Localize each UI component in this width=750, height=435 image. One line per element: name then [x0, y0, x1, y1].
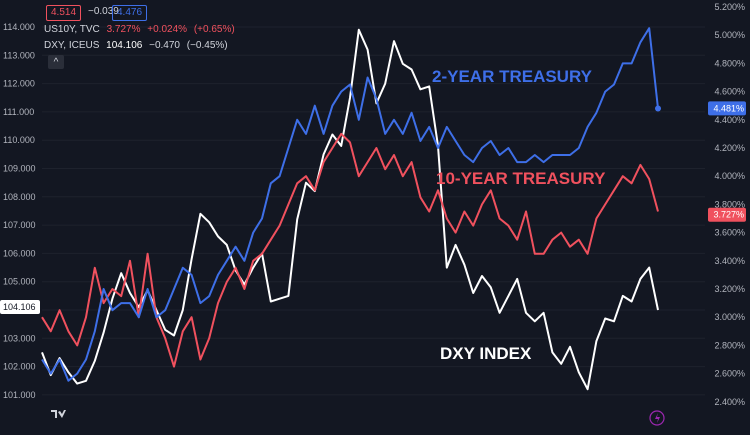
- dxy-value: 104.106: [106, 40, 143, 51]
- grid: [42, 26, 705, 396]
- left-tick-label: 103.000: [3, 333, 36, 343]
- right-tick-label: 5.000%: [714, 30, 745, 40]
- legend-dxy[interactable]: DXY, ICEUS 104.106 −0.470 (−0.45%): [44, 40, 232, 51]
- right-tick-label: 4.400%: [714, 115, 745, 125]
- price-marker-label: 104.106: [3, 302, 36, 312]
- left-tick-label: 107.000: [3, 220, 36, 230]
- us10y-change: +0.024%: [147, 24, 188, 35]
- right-tick-label: 3.800%: [714, 199, 745, 209]
- legend-change: −0.039: [88, 6, 119, 17]
- left-tick-label: 109.000: [3, 164, 36, 174]
- legend-price-box-red[interactable]: 4.514: [46, 5, 82, 21]
- right-tick-label: 2.800%: [714, 340, 745, 350]
- series-end-dot-us02y: [655, 105, 661, 112]
- left-price-axis[interactable]: 114.000 113.000 112.000 111.000 110.000 109.0…: [3, 22, 36, 400]
- left-tick-label: 102.000: [3, 362, 36, 372]
- dxy-symbol: DXY, ICEUS: [44, 40, 100, 51]
- right-price-axis[interactable]: 5.200% 5.000% 4.800% 4.600% 4.400% 4.200% 4.00…: [714, 2, 745, 407]
- left-tick-label: 110.000: [3, 135, 35, 145]
- legend-us10y[interactable]: US10Y, TVC 3.727% +0.024% (+0.65%): [44, 24, 239, 35]
- price-marker-dxy: 104.106: [0, 300, 40, 315]
- lightning-icon[interactable]: [649, 410, 665, 426]
- legend-price-box-blue[interactable]: 4.476: [112, 5, 148, 21]
- left-tick-label: 111.000: [3, 107, 34, 117]
- right-tick-label: 4.800%: [714, 58, 745, 68]
- us10y-value: 3.727%: [106, 24, 141, 35]
- left-tick-label: 108.000: [3, 192, 36, 202]
- price-marker-label: 3.727%: [713, 210, 744, 220]
- annotation-label: 2-YEAR TREASURY: [432, 67, 593, 86]
- right-tick-label: 5.200%: [714, 2, 745, 12]
- price-marker-10y: 3.727%: [708, 207, 746, 222]
- left-tick-label: 113.000: [3, 50, 35, 60]
- price-markers: 4.481% 3.727% 104.106: [0, 101, 746, 315]
- annotation-label: DXY INDEX: [440, 344, 532, 363]
- right-tick-label: 3.400%: [714, 256, 745, 266]
- left-tick-label: 101.000: [3, 390, 36, 400]
- right-tick-label: 3.000%: [714, 312, 745, 322]
- annotation-label: 10-YEAR TREASURY: [436, 169, 606, 188]
- right-tick-label: 2.600%: [714, 369, 745, 379]
- series-layer: [41, 27, 661, 391]
- legend-collapse-button[interactable]: ^: [48, 55, 64, 69]
- right-tick-label: 4.200%: [714, 143, 745, 153]
- right-tick-label: 2.400%: [714, 397, 745, 407]
- left-tick-label: 114.000: [3, 22, 35, 32]
- right-tick-label: 3.600%: [714, 228, 745, 238]
- price-marker-label: 4.481%: [713, 103, 744, 113]
- us10y-pct: (+0.65%): [193, 24, 235, 35]
- us10y-symbol: US10Y, TVC: [44, 24, 100, 35]
- dxy-pct: (−0.45%): [186, 40, 228, 51]
- annotations: 2-YEAR TREASURY 10-YEAR TREASURY DXY INDEX: [432, 67, 606, 363]
- tradingview-logo-icon: [51, 410, 66, 418]
- right-tick-label: 4.600%: [714, 87, 745, 97]
- series-line-us02y: [41, 27, 659, 382]
- left-tick-label: 106.000: [3, 248, 36, 258]
- right-tick-label: 4.000%: [714, 171, 745, 181]
- left-tick-label: 112.000: [3, 79, 35, 89]
- price-marker-2y: 4.481%: [708, 101, 746, 116]
- dxy-change: −0.470: [149, 40, 180, 51]
- left-tick-label: 105.000: [3, 277, 36, 287]
- right-tick-label: 3.200%: [714, 284, 745, 294]
- series-line-us10y: [41, 132, 659, 368]
